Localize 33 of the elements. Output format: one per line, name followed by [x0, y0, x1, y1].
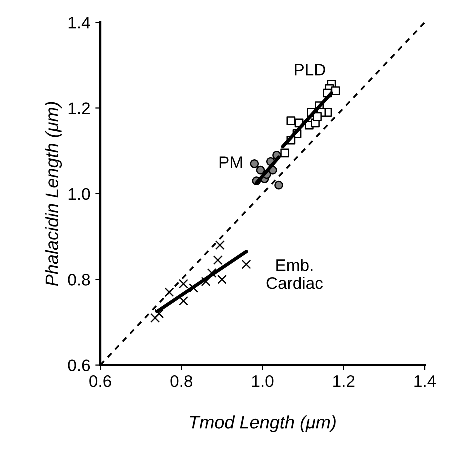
point [178, 296, 188, 306]
point [215, 240, 225, 250]
point [154, 309, 164, 319]
point [250, 160, 260, 168]
point [256, 166, 266, 175]
point [331, 86, 340, 96]
x-tick-label: 0.6 [90, 375, 112, 388]
series-label: Emb. Cardiac [266, 259, 323, 290]
series-label: PLD [295, 64, 326, 76]
point [242, 260, 252, 270]
point [178, 279, 188, 289]
y-axis-title: Phalacidin Length (μm) [45, 102, 62, 286]
y-tick-label: 1.4 [68, 17, 90, 29]
point [207, 268, 217, 278]
point [201, 277, 211, 286]
x-tick-label: 0.8 [170, 375, 193, 388]
point [213, 256, 223, 266]
y-tick-label: 1.2 [68, 102, 90, 114]
point [274, 180, 284, 190]
point [313, 112, 322, 122]
y-tick-label: 0.8 [68, 274, 90, 286]
point [217, 274, 227, 284]
x-tick-label: 1.0 [252, 375, 274, 388]
y-tick-label: 1.0 [68, 188, 90, 200]
point [286, 116, 296, 126]
y-tick-label: 0.6 [68, 360, 90, 372]
series-label: PM [220, 156, 242, 168]
point [150, 313, 160, 323]
x-axis-title: Tmod Length (μm) [190, 416, 336, 432]
x-tick-label: 1.4 [414, 376, 436, 388]
point [280, 148, 290, 158]
x-tick-label: 1.2 [334, 375, 355, 388]
point [164, 288, 174, 298]
